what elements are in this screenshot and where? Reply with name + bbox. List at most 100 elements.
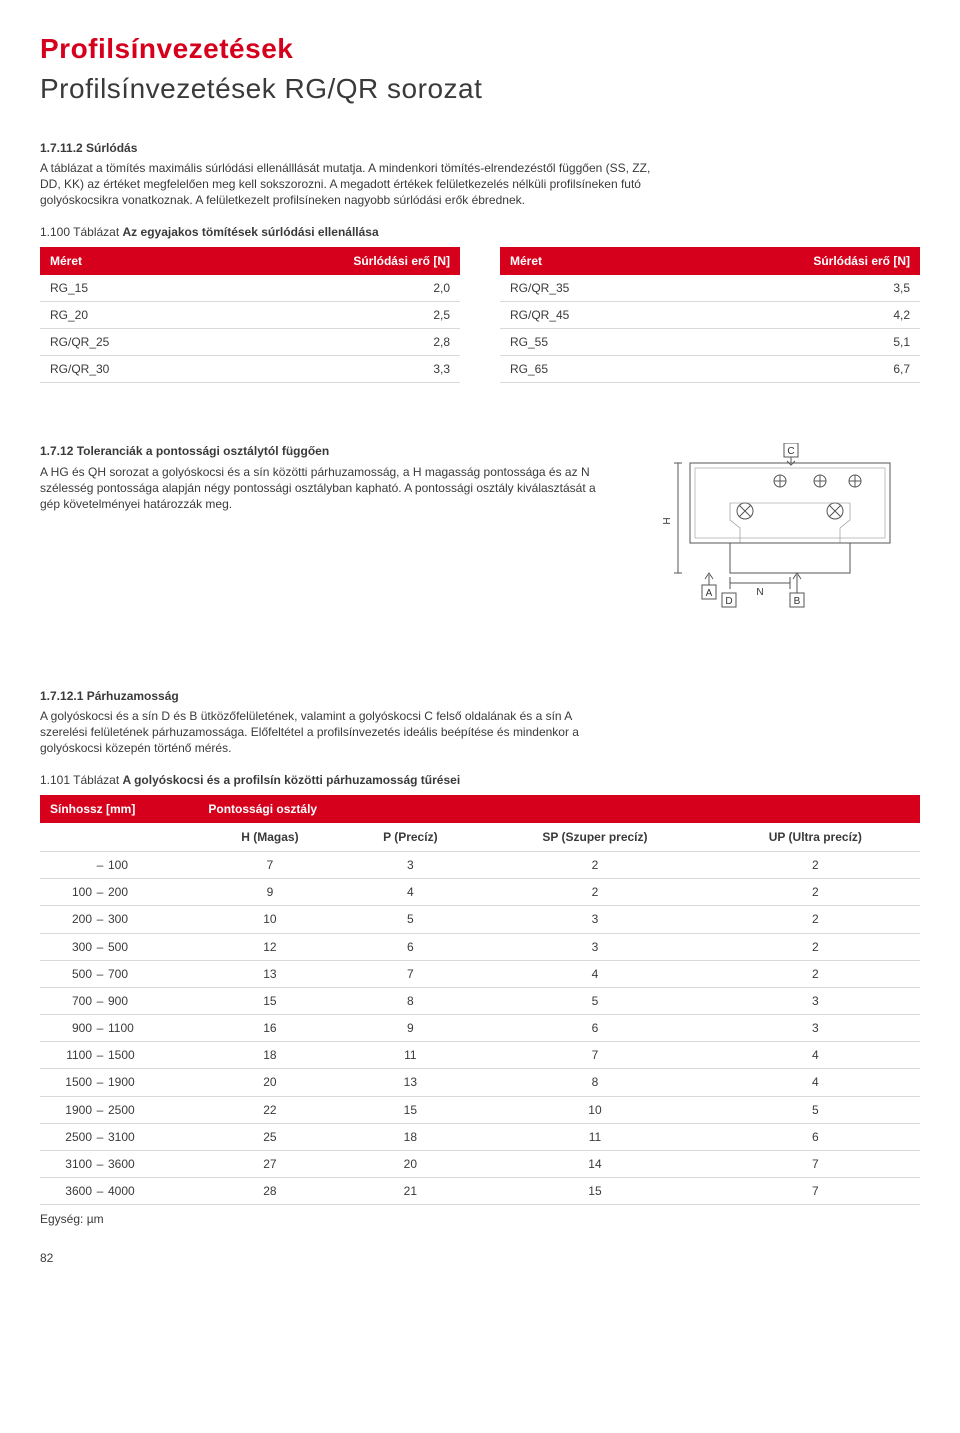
cell-value: 13 — [341, 1069, 479, 1096]
table-row: RG/QR_303,3 — [40, 356, 460, 383]
cell-force: 3,3 — [210, 356, 460, 383]
unit-label: Egység: µm — [40, 1211, 920, 1227]
cell-value: 13 — [198, 960, 341, 987]
table-row: 700 – 90015853 — [40, 987, 920, 1014]
label-d: D — [725, 596, 732, 607]
cell-size: RG/QR_35 — [500, 275, 670, 302]
cell-value: 5 — [479, 987, 710, 1014]
carriage-diagram: C H N A D B — [630, 443, 920, 627]
cell-value: 5 — [711, 1096, 920, 1123]
label-b: B — [794, 596, 801, 607]
section-para-friction: A táblázat a tömítés maximális súrlódási… — [40, 160, 660, 209]
cell-value: 10 — [479, 1096, 710, 1123]
cell-range: 500 – 700 — [40, 960, 198, 987]
cell-range: –100 — [40, 851, 198, 878]
cell-value: 12 — [198, 933, 341, 960]
label-n: N — [756, 587, 763, 598]
table-row: RG_202,5 — [40, 301, 460, 328]
cell-value: 8 — [341, 987, 479, 1014]
cell-force: 4,2 — [670, 301, 920, 328]
section-heading-parallelism: 1.7.12.1 Párhuzamosság — [40, 688, 920, 704]
table-row: –1007322 — [40, 851, 920, 878]
section-heading-friction: 1.7.11.2 Súrlódás — [40, 140, 920, 156]
col-size: Méret — [500, 247, 670, 275]
cell-value: 4 — [479, 960, 710, 987]
cell-value: 9 — [341, 1015, 479, 1042]
cell-value: 6 — [711, 1123, 920, 1150]
col-force: Súrlódási erő [N] — [210, 247, 460, 275]
table-caption-friction: 1.100 Táblázat Az egyajakos tömítések sú… — [40, 224, 920, 240]
cell-force: 2,8 — [210, 329, 460, 356]
page-title: Profilsínvezetések — [40, 30, 920, 68]
cell-size: RG/QR_45 — [500, 301, 670, 328]
cell-value: 3 — [711, 1015, 920, 1042]
cell-value: 2 — [479, 879, 710, 906]
cell-range: 900 – 1100 — [40, 1015, 198, 1042]
table-row: RG_555,1 — [500, 329, 920, 356]
cell-value: 4 — [711, 1042, 920, 1069]
page-number: 82 — [40, 1250, 920, 1266]
section-para-parallelism: A golyóskocsi és a sín D és B ütközőfelü… — [40, 708, 600, 757]
cell-value: 18 — [341, 1123, 479, 1150]
col-accuracy-class: Pontossági osztály — [198, 795, 920, 823]
cell-value: 7 — [711, 1151, 920, 1178]
cell-range: 200 – 300 — [40, 906, 198, 933]
cell-value: 20 — [341, 1151, 479, 1178]
caption-light: 1.101 Táblázat — [40, 773, 123, 787]
cell-value: 25 — [198, 1123, 341, 1150]
table-row: 300 – 50012632 — [40, 933, 920, 960]
friction-tables: Méret Súrlódási erő [N] RG_152,0RG_202,5… — [40, 247, 920, 384]
cell-size: RG_65 — [500, 356, 670, 383]
table-row: RG/QR_454,2 — [500, 301, 920, 328]
table-row: 2500 – 31002518116 — [40, 1123, 920, 1150]
cell-value: 15 — [341, 1096, 479, 1123]
col-rail-length: Sínhossz [mm] — [40, 795, 198, 823]
cell-value: 2 — [711, 879, 920, 906]
table-row: 900 – 110016963 — [40, 1015, 920, 1042]
table-row: 3600 – 40002821157 — [40, 1178, 920, 1205]
parallelism-table: Sínhossz [mm] Pontossági osztály H (Maga… — [40, 795, 920, 1206]
cell-range: 300 – 500 — [40, 933, 198, 960]
cell-value: 3 — [711, 987, 920, 1014]
table-row: 100 – 2009422 — [40, 879, 920, 906]
cell-value: 20 — [198, 1069, 341, 1096]
cell-size: RG_55 — [500, 329, 670, 356]
cell-value: 2 — [711, 906, 920, 933]
cell-force: 5,1 — [670, 329, 920, 356]
label-a: A — [706, 588, 713, 599]
cell-range: 2500 – 3100 — [40, 1123, 198, 1150]
cell-value: 5 — [341, 906, 479, 933]
table-row: RG/QR_353,5 — [500, 275, 920, 302]
cell-value: 28 — [198, 1178, 341, 1205]
cell-value: 14 — [479, 1151, 710, 1178]
cell-value: 7 — [341, 960, 479, 987]
section-heading-tolerances: 1.7.12 Toleranciák a pontossági osztályt… — [40, 443, 598, 459]
table-row: RG_656,7 — [500, 356, 920, 383]
cell-value: 15 — [479, 1178, 710, 1205]
class-h: H (Magas) — [198, 823, 341, 852]
table-caption-parallelism: 1.101 Táblázat A golyóskocsi és a profil… — [40, 772, 920, 788]
cell-value: 2 — [711, 933, 920, 960]
cell-value: 18 — [198, 1042, 341, 1069]
cell-size: RG/QR_30 — [40, 356, 210, 383]
table-row: 500 – 70013742 — [40, 960, 920, 987]
cell-range: 3600 – 4000 — [40, 1178, 198, 1205]
cell-value: 3 — [479, 933, 710, 960]
cell-value: 9 — [198, 879, 341, 906]
cell-value: 21 — [341, 1178, 479, 1205]
cell-size: RG_15 — [40, 275, 210, 302]
caption-bold: Az egyajakos tömítések súrlódási ellenál… — [123, 225, 379, 239]
cell-size: RG/QR_25 — [40, 329, 210, 356]
cell-value: 7 — [711, 1178, 920, 1205]
cell-value: 2 — [711, 960, 920, 987]
cell-value: 6 — [479, 1015, 710, 1042]
section-para-tolerances: A HG és QH sorozat a golyóskocsi és a sí… — [40, 464, 598, 513]
cell-value: 15 — [198, 987, 341, 1014]
cell-value: 11 — [479, 1123, 710, 1150]
table-row: 3100 – 36002720147 — [40, 1151, 920, 1178]
cell-value: 11 — [341, 1042, 479, 1069]
friction-table-right: Méret Súrlódási erő [N] RG/QR_353,5RG/QR… — [500, 247, 920, 384]
cell-range: 700 – 900 — [40, 987, 198, 1014]
cell-range: 1900 – 2500 — [40, 1096, 198, 1123]
cell-value: 4 — [341, 879, 479, 906]
